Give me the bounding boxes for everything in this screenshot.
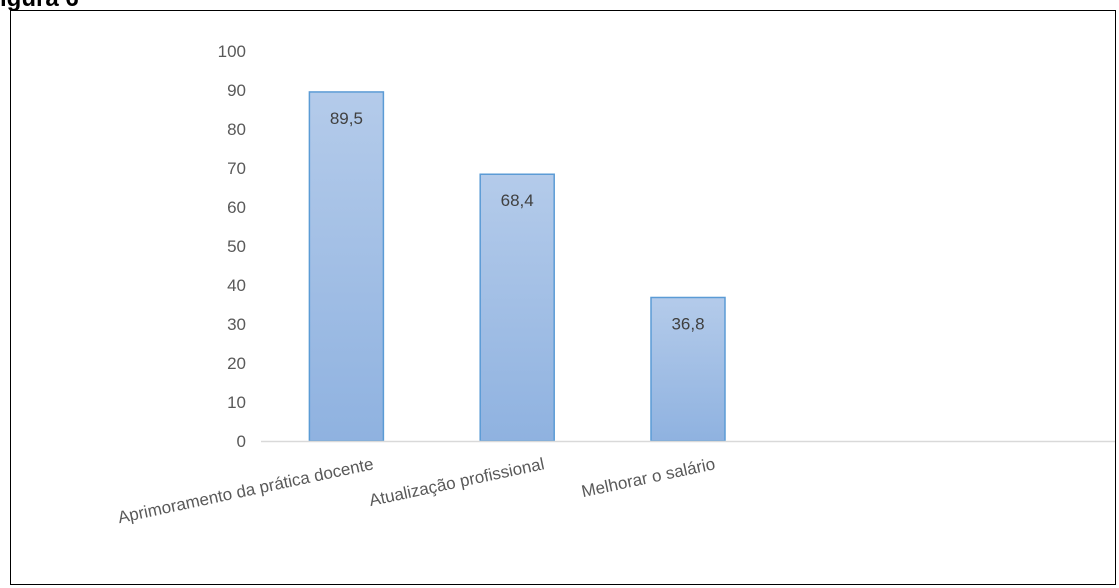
bar [479, 173, 555, 442]
y-tick-label: 0 [237, 432, 246, 451]
y-tick-label: 70 [227, 159, 246, 178]
chart-frame: 0 10 20 30 40 50 60 70 80 90 100 89,5 68,4 36,8 Apri… [10, 10, 1116, 585]
y-tick-label: 40 [227, 276, 246, 295]
y-tick-label: 20 [227, 354, 246, 373]
bar [308, 91, 385, 442]
y-tick-label: 60 [227, 198, 246, 217]
category-label: Aprimoramento da prática docente [116, 454, 375, 527]
y-tick-label: 80 [227, 120, 246, 139]
y-tick-label: 50 [227, 237, 246, 256]
bars [308, 91, 726, 442]
data-labels: 89,5 68,4 36,8 [330, 109, 705, 334]
y-tick-label: 10 [227, 393, 246, 412]
category-label: Atualização profissional [367, 454, 546, 510]
category-labels: Aprimoramento da prática docenteAtualiza… [116, 454, 717, 527]
y-tick-label: 30 [227, 315, 246, 334]
bar-chart: 0 10 20 30 40 50 60 70 80 90 100 89,5 68,4 36,8 Apri… [116, 42, 1115, 527]
bar-data-label: 89,5 [330, 109, 363, 128]
y-tick-label: 90 [227, 81, 246, 100]
category-label: Melhorar o salário [580, 454, 717, 501]
figure-heading-fragment: ígura 6 [0, 0, 79, 13]
bar-data-label: 68,4 [501, 191, 534, 210]
y-axis-ticks: 0 10 20 30 40 50 60 70 80 90 100 [218, 42, 246, 451]
y-tick-label: 100 [218, 42, 246, 61]
bar [650, 296, 726, 442]
bar-data-label: 36,8 [671, 314, 704, 333]
